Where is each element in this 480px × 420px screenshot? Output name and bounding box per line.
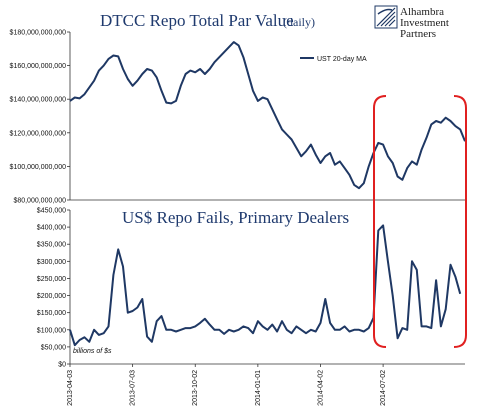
bottom-chart-x-tick-label: 2014-04-02 [317,370,324,406]
top-chart-y-tick-label: $160,000,000,000 [10,63,67,70]
bottom-chart-x-tick-label: 2013-04-03 [67,370,74,406]
bottom-chart-y-tick-label: $250,000 [37,276,66,283]
logo-swoosh-icon [377,8,393,15]
top-chart-y-tick-label: $180,000,000,000 [10,30,67,37]
bottom-chart-title: US$ Repo Fails, Primary Dealers [122,208,349,227]
legend: UST 20-day MA [300,56,367,63]
bottom-chart-y-tick-label: $150,000 [37,310,66,317]
bottom-chart-x-tick-label: 2014-01-01 [255,370,262,406]
top-chart-y-tick-label: $120,000,000,000 [10,130,67,137]
logo-line-2: Investment [400,17,449,29]
bottom-chart-y-tick-label: $450,000 [37,208,66,215]
top-chart-series-line [69,41,466,190]
logo-stripes-icon [376,7,396,27]
bottom-chart-y-tick-label: $300,000 [37,259,66,266]
bottom-chart-x-tick-label: 2014-07-02 [380,370,387,406]
top-chart-y-tick-label: $80,000,000,000 [13,198,66,205]
highlight-bracket-left [373,95,387,348]
top-chart-y-tick-label: $140,000,000,000 [10,97,67,104]
bottom-chart-y-tick-label: $100,000 [37,327,66,334]
bottom-chart-series-line [69,224,462,347]
legend-label: UST 20-day MA [317,56,367,63]
bottom-chart-y-tick-label: $350,000 [37,242,66,249]
top-chart-y-tick-label: $100,000,000,000 [10,164,67,171]
units-note: billions of $s [73,348,112,355]
bottom-chart-x-tick-label: 2013-10-02 [192,370,199,406]
bottom-chart: $450,000 $400,000 $350,000 $300,000 $250,000… [37,208,465,406]
bottom-chart-y-tick-label: $200,000 [37,293,66,300]
company-logo: Alhambra Investment Partners [374,5,449,40]
bottom-chart-x-tick-label: 2013-07-03 [130,370,137,406]
bottom-chart-y-tick-label: $400,000 [37,225,66,232]
top-chart-title: DTCC Repo Total Par Value [100,11,294,30]
highlight-bracket-right [453,95,467,348]
bottom-chart-y-tick-label: $50,000 [41,344,66,351]
logo-line-3: Partners [400,28,436,40]
bottom-chart-y-tick-label: $0 [58,362,66,369]
logo-line-1: Alhambra [400,6,444,18]
top-chart: $180,000,000,000 $160,000,000,000 $140,000… [10,30,466,205]
top-chart-subtitle: (daily) [283,15,315,29]
